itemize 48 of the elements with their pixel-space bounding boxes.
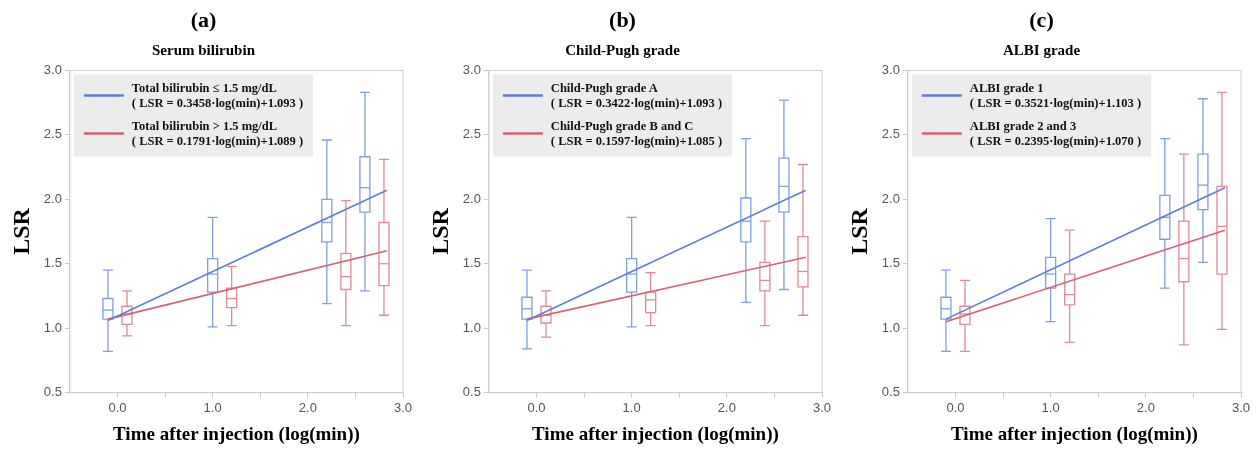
chart-title: (a) (190, 6, 217, 32)
y-tick-label: 2.0 (43, 190, 62, 206)
y-tick-label: 0.5 (462, 384, 481, 400)
x-tick-label: 2.0 (1136, 399, 1155, 415)
y-tick-label: 2.5 (462, 126, 481, 142)
x-tick-label: 3.0 (812, 399, 832, 415)
y-tick-label: 2.5 (881, 126, 900, 142)
legend-label: Total bilirubin ≤ 1.5 mg/dL ( LSR = 0.3458·log(min)+1.093 ) (131, 80, 304, 110)
y-axis-title: LSR (426, 207, 453, 255)
y-tick-label: 1.5 (881, 255, 900, 271)
y-tick-label: 0.5 (881, 384, 900, 400)
x-axis-title: Time after injection (log(min)) (951, 422, 1198, 445)
x-tick-label: 2.0 (717, 399, 736, 415)
chart-subtitle: Serum bilirubin (152, 42, 256, 59)
y-tick-label: 0.5 (43, 384, 62, 400)
chart-subtitle: Child-Pugh grade (565, 42, 681, 59)
legend-label: ALBI grade 1 ( LSR = 0.3521·log(min)+1.103 ) (969, 80, 1142, 110)
y-tick-label: 1.5 (462, 255, 481, 271)
y-tick-label: 3.0 (881, 61, 900, 77)
chart-title: (c) (1029, 6, 1054, 32)
x-tick-label: 1.0 (1041, 399, 1060, 415)
x-tick-label: 0.0 (946, 399, 965, 415)
x-tick-label: 1.0 (203, 399, 222, 415)
x-tick-label: 0.0 (108, 399, 127, 415)
y-tick-label: 1.0 (881, 319, 900, 335)
y-tick-label: 2.5 (43, 126, 62, 142)
chart-subtitle: ALBI grade (1002, 42, 1081, 59)
y-axis-title: LSR (7, 207, 34, 255)
x-tick-label: 2.0 (298, 399, 317, 415)
x-axis-title: Time after injection (log(min)) (113, 422, 360, 445)
y-tick-label: 1.0 (43, 319, 62, 335)
legend-label: Total bilirubin > 1.5 mg/dL ( LSR = 0.1791·log(min)+1.089 ) (131, 118, 304, 148)
legend-label: Child-Pugh grade B and C ( LSR = 0.1597·log(min)+1.085 ) (550, 118, 723, 148)
x-axis-title: Time after injection (log(min)) (532, 422, 779, 445)
y-tick-label: 3.0 (462, 61, 481, 77)
y-axis-title: LSR (845, 207, 872, 255)
x-tick-label: 0.0 (527, 399, 546, 415)
legend-label: ALBI grade 2 and 3 ( LSR = 0.2395·log(min)+1.070 ) (969, 118, 1142, 148)
y-tick-label: 2.0 (881, 190, 900, 206)
x-tick-label: 1.0 (622, 399, 641, 415)
x-tick-label: 3.0 (1231, 399, 1251, 415)
y-tick-label: 3.0 (43, 61, 62, 77)
y-tick-label: 2.0 (462, 190, 481, 206)
chart-title: (b) (609, 6, 636, 32)
x-tick-label: 3.0 (393, 399, 413, 415)
legend-label: Child-Pugh grade A ( LSR = 0.3422·log(min)+1.093 ) (550, 80, 723, 110)
y-tick-label: 1.5 (43, 255, 62, 271)
y-tick-label: 1.0 (462, 319, 481, 335)
